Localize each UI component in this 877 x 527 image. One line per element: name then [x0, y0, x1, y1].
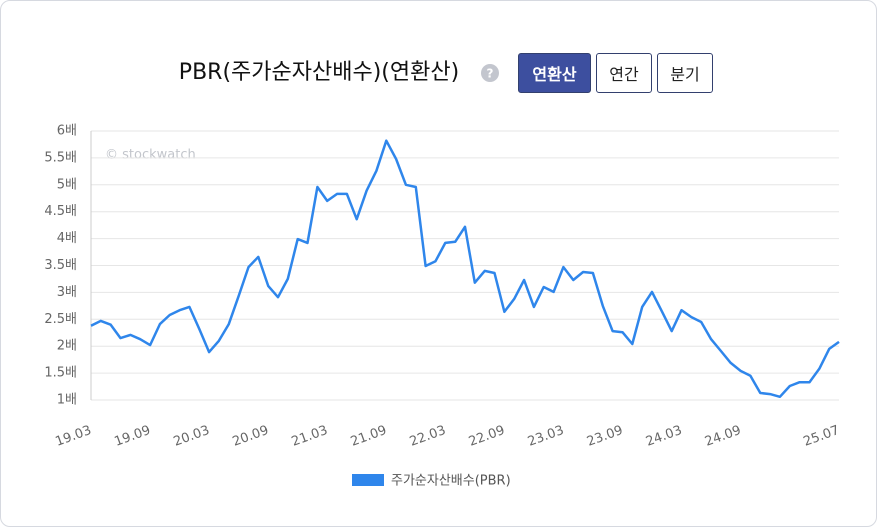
line — [90, 139, 840, 399]
y-tick-label: 1.5배 — [44, 366, 77, 381]
x-tick-label: 19.09 — [113, 423, 153, 450]
y-tick-label: 3배 — [57, 285, 77, 300]
x-tick-label: 22.03 — [408, 423, 448, 450]
x-tick-label: 20.03 — [172, 423, 212, 450]
x-tick-label: 25.07 — [801, 423, 841, 450]
x-tick-label: 23.09 — [585, 423, 625, 450]
x-tick-label: 24.03 — [644, 423, 684, 450]
x-tick-label: 21.03 — [290, 423, 330, 450]
y-tick-label: 5.5배 — [44, 150, 77, 165]
x-tick-label: 20.09 — [231, 423, 271, 450]
toggle-button[interactable]: 분기 — [657, 53, 713, 93]
help-icon-bg[interactable] — [481, 64, 499, 82]
y-tick-label: 3.5배 — [44, 258, 77, 273]
y-tick-label: 4배 — [57, 231, 77, 246]
x-tick-label: 22.09 — [467, 423, 507, 450]
legend-label: 주가순자산배수(PBR) — [391, 474, 511, 489]
y-tick-label: 5배 — [57, 177, 77, 192]
y-tick-label: 4.5배 — [44, 204, 77, 219]
chart-title: PBR(주가순자산배수)(연환산) — [179, 60, 459, 85]
help-icon[interactable]: ? — [487, 67, 494, 81]
y-tick-label: 6배 — [57, 124, 77, 139]
toggle-button[interactable]: 연환산 — [518, 53, 591, 93]
toggle-button[interactable]: 연간 — [596, 53, 652, 93]
y-tick-label: 2.5배 — [44, 312, 77, 327]
x-tick-label: 23.03 — [526, 423, 566, 450]
y-tick-label: 1배 — [57, 393, 77, 408]
y-tick-label: 2배 — [57, 339, 77, 354]
legend-swatch — [352, 474, 384, 486]
watermark: © stockwatch — [105, 148, 196, 163]
x-tick-label: 21.09 — [349, 423, 389, 450]
x-tick-label: 24.09 — [703, 423, 743, 450]
x-tick-label: 19.03 — [53, 423, 93, 450]
